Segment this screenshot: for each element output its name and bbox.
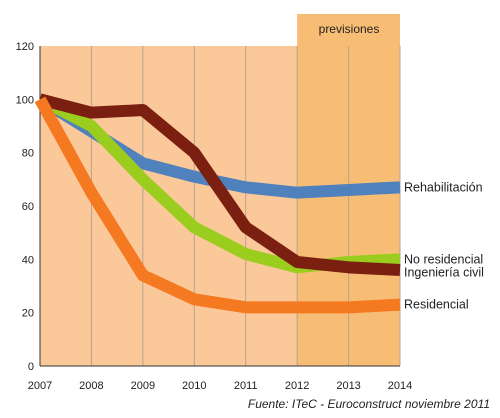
y-tick-labels: 0 20 40 60 80 100 120	[16, 41, 34, 373]
y-tick-label: 0	[28, 361, 34, 373]
x-tick-labels: 2007 2008 2009 2010 2011 2012 2013 2014	[28, 380, 412, 392]
y-tick-label: 120	[16, 41, 34, 53]
series-line-ingenieria-civil	[38, 93, 401, 276]
series-label: Ingeniería civil	[404, 265, 484, 279]
y-tick-label: 40	[22, 254, 34, 266]
series-line-residencial	[34, 96, 401, 314]
x-tick-label: 2012	[285, 380, 309, 392]
x-tick-label: 2009	[131, 380, 155, 392]
y-tick-label: 20	[22, 308, 34, 320]
x-tick-label: 2014	[388, 380, 412, 392]
x-tick-label: 2011	[234, 380, 258, 392]
y-tick-label: 100	[16, 94, 34, 106]
forecast-label: previsiones	[319, 22, 380, 36]
series-label: No residencial	[404, 252, 483, 266]
series-label: Rehabilitación	[404, 180, 483, 194]
x-tick-label: 2010	[182, 380, 206, 392]
y-tick-label: 60	[22, 201, 34, 213]
x-tick-label: 2013	[336, 380, 360, 392]
x-tick-label: 2008	[79, 380, 103, 392]
x-tick-label: 2007	[28, 380, 52, 392]
source-note: Fuente: ITeC - Euroconstruct noviembre 2…	[248, 397, 490, 411]
series-lines	[34, 93, 401, 314]
y-tick-label: 80	[22, 148, 34, 160]
series-label: Residencial	[404, 298, 469, 312]
